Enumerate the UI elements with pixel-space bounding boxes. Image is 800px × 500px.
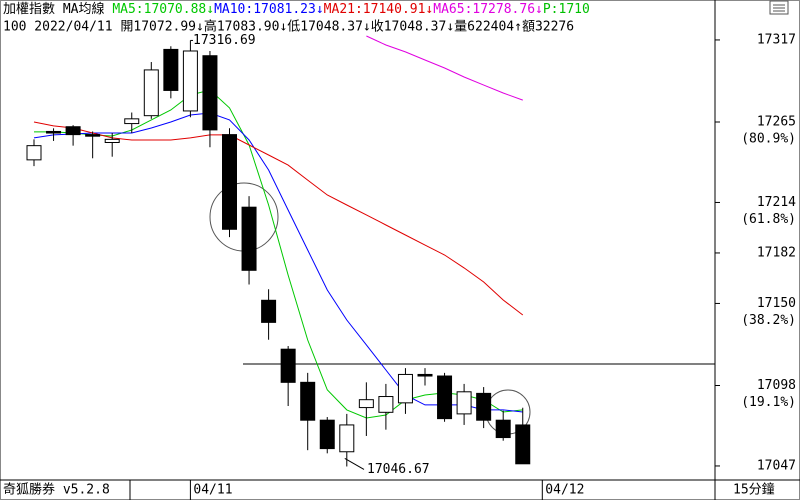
software-label: 奇狐勝券 v5.2.8 xyxy=(3,482,110,498)
legend-name: MA10 xyxy=(214,2,245,17)
candle-body xyxy=(261,299,277,323)
candle-body xyxy=(46,130,62,134)
legend-value: :17070.88↓ xyxy=(136,2,214,17)
y-tick-label: 17182 xyxy=(757,245,796,260)
candle-body xyxy=(280,348,296,383)
candle-body xyxy=(85,134,101,137)
fib-label: (19.1%) xyxy=(741,395,796,410)
y-tick-label: 17265 xyxy=(757,114,796,129)
candle-body xyxy=(456,391,472,415)
bar-info: 100 2022/04/11 開17072.99↓高17083.90↓低1704… xyxy=(3,19,574,35)
candle-body xyxy=(202,55,218,131)
legend-value: :17278.76↓ xyxy=(465,2,543,17)
fib-label: (80.9%) xyxy=(741,131,796,146)
candle-body xyxy=(515,424,531,465)
candle-body xyxy=(495,419,511,439)
legend-value: :17140.91↓ xyxy=(355,2,433,17)
legend-name: MA21 xyxy=(324,2,355,17)
candle-body xyxy=(378,396,394,413)
candle-body xyxy=(124,118,140,125)
y-tick-label: 17317 xyxy=(757,32,796,47)
candle-body xyxy=(143,69,159,117)
legend-value: :17081.23↓ xyxy=(245,2,323,17)
annotation: 17046.67 xyxy=(367,462,430,477)
header-legend: 加權指數 MA均線 MA5:17070.88↓MA10:17081.23↓MA2… xyxy=(3,1,590,17)
candle-body xyxy=(182,50,198,112)
candle-body xyxy=(241,206,257,271)
y-tick-label: 17047 xyxy=(757,458,796,473)
fib-label: (61.8%) xyxy=(741,212,796,227)
candle-body xyxy=(476,392,492,421)
x-tick-label: 04/12 xyxy=(545,483,584,498)
y-tick-label: 17098 xyxy=(757,378,796,393)
annotation-leader xyxy=(344,458,365,470)
y-tick-label: 17150 xyxy=(757,296,796,311)
candle-body xyxy=(104,138,120,144)
spacer xyxy=(104,2,112,17)
candle-body xyxy=(222,134,237,230)
candle-body xyxy=(319,419,335,450)
y-tick-label: 17214 xyxy=(757,195,796,210)
ma-line xyxy=(33,121,524,316)
legend-name: MA65 xyxy=(433,2,464,17)
candle-body xyxy=(437,375,453,420)
period-label[interactable]: 15分鐘 xyxy=(733,482,775,498)
window-icon[interactable] xyxy=(769,0,789,15)
candle-body xyxy=(417,373,433,377)
candle-body xyxy=(358,399,374,409)
title: 加權指數 MA均線 xyxy=(3,1,104,17)
candle-body xyxy=(65,126,81,136)
candle-body xyxy=(163,48,179,91)
annotation: 17316.69 xyxy=(193,33,256,48)
legend-name: MA5 xyxy=(112,2,135,17)
candle-body xyxy=(26,145,42,161)
candle-body xyxy=(339,424,355,453)
x-tick-label: 04/11 xyxy=(193,483,232,498)
legend-extra: P:1710 xyxy=(543,2,590,17)
fib-label: (38.2%) xyxy=(741,313,796,328)
ma-line xyxy=(366,35,523,101)
plot: 17316.69 17046.67 xyxy=(26,33,715,477)
candle-body xyxy=(397,373,413,404)
candle-body xyxy=(300,381,316,421)
